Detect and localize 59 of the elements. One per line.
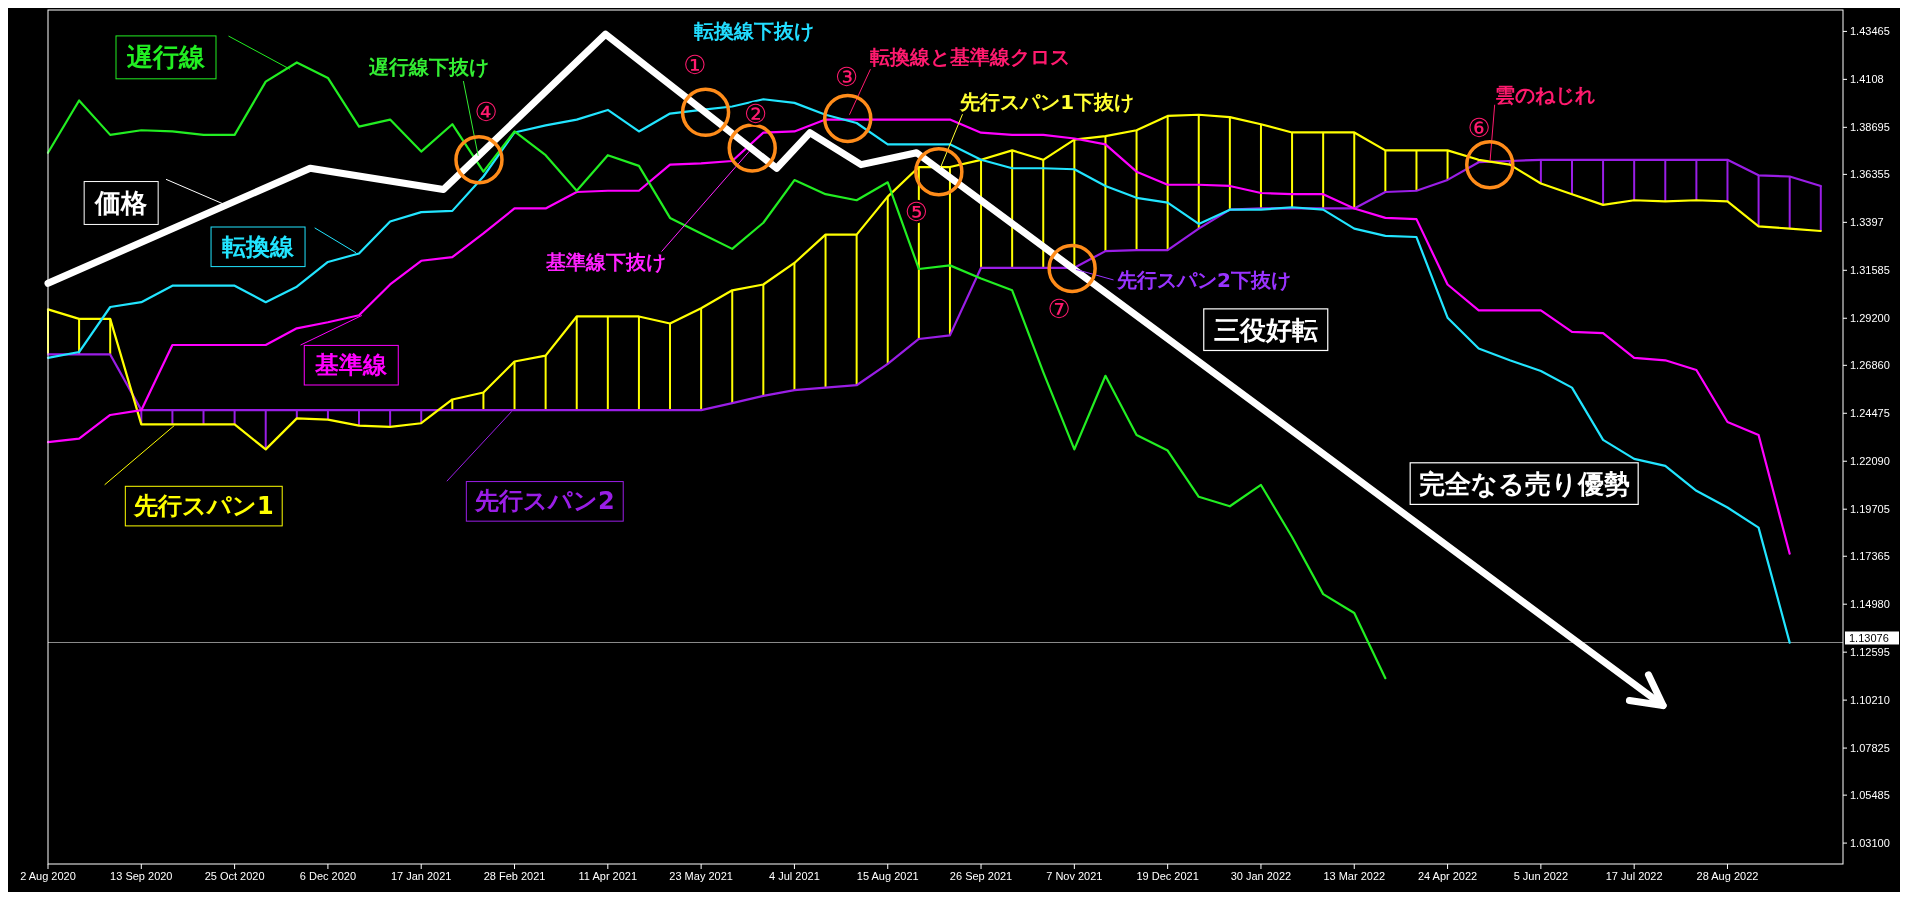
x-tick-label: 2 Aug 2020 [20, 870, 76, 882]
annotation: ④ [474, 97, 498, 128]
y-tick-label: 1.26860 [1850, 359, 1890, 372]
annotation: 転換線と基準線クロス [870, 45, 1071, 70]
annotation: 三役好転 [1213, 314, 1318, 345]
y-tick-label: 1.24475 [1850, 407, 1890, 420]
x-tick-label: 15 Aug 2021 [856, 870, 919, 882]
x-tick-label: 13 Mar 2022 [1323, 870, 1386, 882]
y-tick-label: 1.03100 [1850, 837, 1890, 850]
annotation: 完全なる売り優勢 [1418, 468, 1630, 499]
text: 先行スパン2 [473, 487, 615, 516]
x-tick-label: 17 Jan 2021 [390, 870, 452, 882]
x-tick-label: 11 Apr 2021 [578, 870, 638, 882]
y-tick-label: 1.36355 [1850, 168, 1890, 181]
y-tick-label: 1.29200 [1850, 312, 1890, 325]
x-tick-label: 30 Jan 2022 [1230, 870, 1292, 882]
y-tick-label: 1.4108 [1850, 73, 1884, 86]
x-tick-label: 26 Sep 2021 [949, 870, 1013, 882]
y-tick-label: 1.31585 [1850, 264, 1890, 277]
series-label: 先行スパン1 [132, 492, 274, 521]
y-tick-label: 1.22090 [1850, 455, 1890, 468]
annotation: ① [683, 49, 707, 80]
x-tick-label: 19 Dec 2021 [1136, 870, 1199, 882]
annotation: 遅行線下抜け [368, 54, 490, 79]
y-tick-label: 1.10210 [1850, 694, 1890, 707]
annotation: 転換線下抜け [693, 19, 814, 44]
annotation: ③ [834, 61, 859, 92]
y-tick-label: 1.07825 [1850, 742, 1890, 755]
y-tick-label: 1.3397 [1850, 216, 1884, 229]
annotation: 先行スパン1下抜け [959, 90, 1135, 115]
y-tick-label: 1.38695 [1850, 121, 1890, 134]
x-tick-label: 5 Jun 2022 [1513, 870, 1569, 882]
x-tick-label: 13 Sep 2020 [110, 870, 173, 882]
y-tick-label: 1.43465 [1850, 25, 1890, 38]
annotation: 基準線下抜け [544, 250, 666, 275]
annotation: ② [744, 98, 768, 129]
legend-label: 転換線 [222, 232, 296, 261]
x-tick-label: 25 Oct 2020 [204, 870, 265, 882]
y-tick-label: 1.19705 [1850, 503, 1890, 516]
y-tick-label: 1.14980 [1850, 598, 1890, 611]
legend-label: 価格 [94, 187, 148, 218]
x-tick-label: 7 Nov 2021 [1046, 870, 1103, 882]
x-tick-label: 28 Feb 2021 [483, 870, 546, 882]
x-tick-label: 23 May 2021 [669, 870, 733, 882]
legend-label: 遅行線 [126, 42, 206, 73]
x-tick-label: 24 Apr 2022 [1417, 870, 1478, 882]
series-label: 基準線 [314, 351, 389, 380]
y-tick-label: 1.05485 [1850, 789, 1890, 802]
ref-line-label: 1.13076 [1849, 631, 1889, 644]
annotation: 雲のねじれ [1494, 83, 1595, 108]
annotation: ⑥ [1467, 112, 1491, 143]
x-tick-label: 17 Jul 2022 [1605, 870, 1663, 882]
y-tick-label: 1.17365 [1850, 550, 1890, 563]
annotation: ⑦ [1047, 293, 1071, 324]
x-tick-label: 6 Dec 2020 [299, 870, 357, 882]
y-tick-label: 1.12595 [1850, 646, 1890, 659]
x-tick-label: 4 Jul 2021 [769, 870, 820, 882]
x-tick-label: 28 Aug 2022 [1696, 870, 1759, 882]
annotation: 先行スパン2下抜け [1116, 267, 1291, 292]
